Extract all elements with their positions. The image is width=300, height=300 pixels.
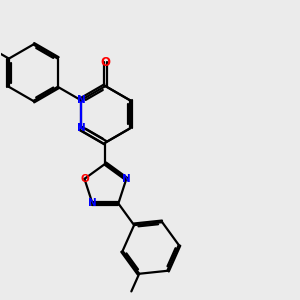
Text: N: N [88, 199, 97, 208]
Text: N: N [76, 124, 85, 134]
Text: N: N [122, 174, 131, 184]
Text: N: N [76, 95, 85, 105]
Text: O: O [80, 174, 89, 184]
Text: O: O [100, 56, 110, 69]
